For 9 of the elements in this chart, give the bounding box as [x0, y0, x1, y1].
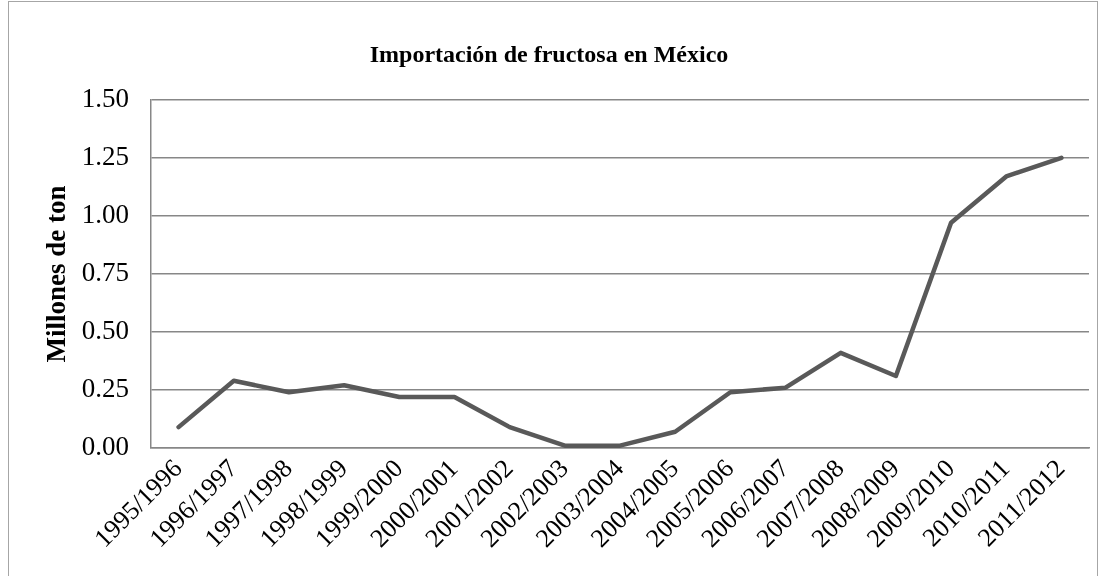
y-tick-label: 0.50 [81, 315, 129, 346]
y-tick-label: 1.25 [81, 140, 129, 171]
y-tick-label: 0.25 [81, 373, 129, 404]
y-tick-label: 1.50 [81, 82, 129, 113]
y-tick-label: 0.00 [81, 431, 129, 462]
y-tick-label: 1.00 [81, 198, 129, 229]
y-tick-label: 0.75 [81, 256, 129, 287]
y-axis-title: Millones de ton [41, 185, 72, 363]
chart-title: Importación de fructosa en México [369, 40, 729, 67]
